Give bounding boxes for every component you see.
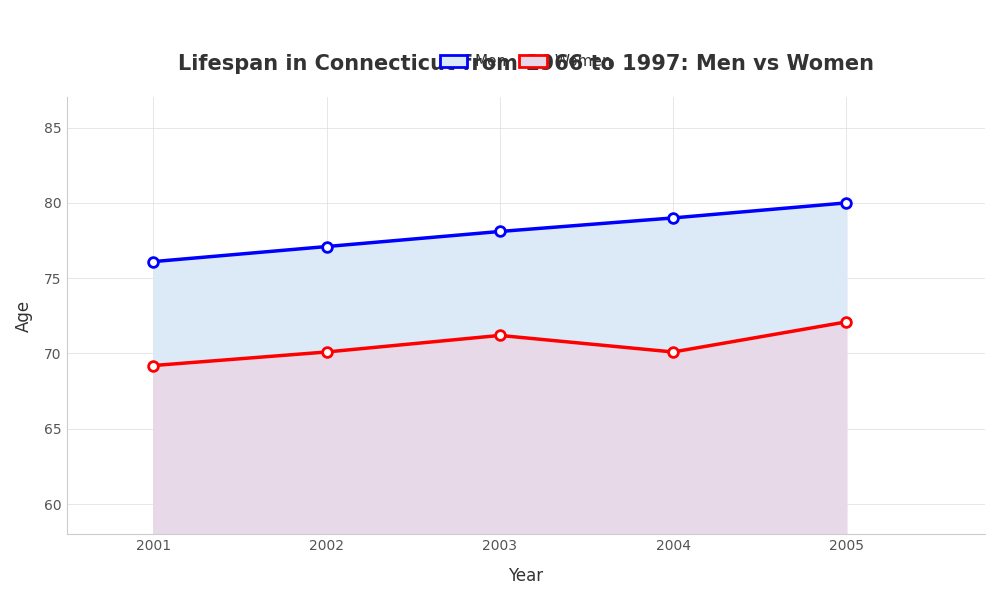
Title: Lifespan in Connecticut from 1966 to 1997: Men vs Women: Lifespan in Connecticut from 1966 to 199… <box>178 53 874 74</box>
Legend: Men, Women: Men, Women <box>434 48 618 76</box>
X-axis label: Year: Year <box>508 567 543 585</box>
Y-axis label: Age: Age <box>15 300 33 332</box>
